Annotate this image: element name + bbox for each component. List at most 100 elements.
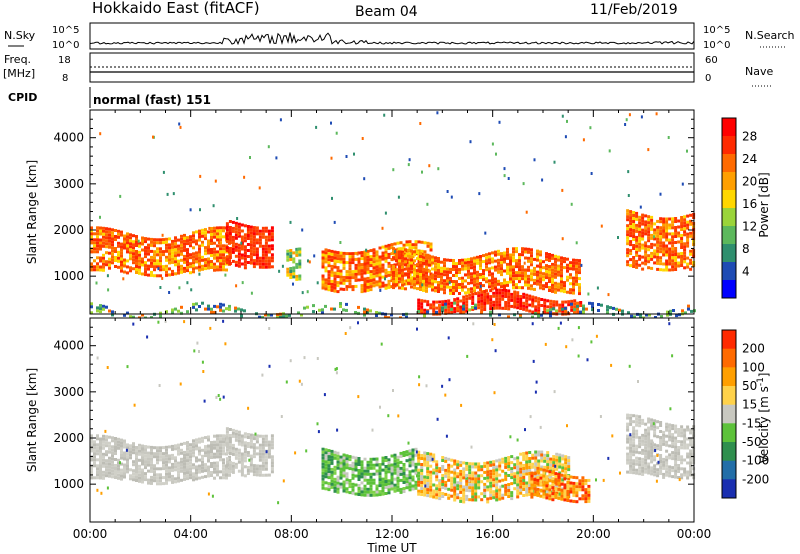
data-cell bbox=[96, 226, 99, 230]
data-cell bbox=[321, 450, 325, 454]
colorbar-segment bbox=[722, 280, 736, 299]
data-cell bbox=[680, 222, 684, 225]
data-cell bbox=[255, 253, 259, 257]
data-cell bbox=[665, 268, 669, 272]
data-cell bbox=[656, 249, 660, 253]
data-cell bbox=[464, 264, 467, 268]
data-cell bbox=[626, 416, 630, 420]
data-cell bbox=[252, 265, 256, 269]
data-cell bbox=[629, 210, 633, 214]
data-cell bbox=[222, 437, 225, 441]
data-cell bbox=[210, 260, 213, 263]
data-cell bbox=[207, 450, 210, 454]
data-cell bbox=[518, 268, 521, 272]
data-cell bbox=[105, 227, 108, 231]
data-cell bbox=[324, 257, 328, 261]
data-cell bbox=[381, 492, 385, 496]
data-cell bbox=[234, 453, 238, 457]
data-cell bbox=[219, 235, 222, 239]
noise-cell bbox=[582, 138, 585, 142]
data-cell bbox=[662, 253, 666, 257]
data-cell bbox=[525, 454, 529, 458]
data-cell bbox=[507, 483, 511, 486]
noise-cell bbox=[397, 414, 400, 418]
data-cell bbox=[261, 232, 265, 236]
data-cell bbox=[96, 268, 99, 272]
data-cell bbox=[195, 254, 198, 258]
data-cell bbox=[533, 266, 536, 270]
data-cell bbox=[132, 261, 135, 265]
data-cell bbox=[554, 475, 558, 479]
data-cell bbox=[207, 245, 210, 249]
data-cell bbox=[384, 474, 388, 477]
noise-cell bbox=[425, 384, 428, 388]
data-cell bbox=[615, 307, 618, 311]
data-cell bbox=[554, 260, 557, 264]
data-cell bbox=[587, 484, 591, 488]
data-cell bbox=[249, 252, 253, 256]
data-cell bbox=[99, 247, 102, 251]
data-cell bbox=[243, 245, 247, 249]
data-cell bbox=[683, 266, 687, 270]
data-cell bbox=[96, 241, 99, 245]
data-cell bbox=[195, 465, 198, 469]
data-cell bbox=[435, 472, 439, 476]
data-cell bbox=[321, 483, 325, 487]
data-cell bbox=[450, 479, 454, 483]
data-cell bbox=[240, 223, 244, 227]
data-cell bbox=[542, 468, 546, 472]
data-cell bbox=[413, 271, 416, 275]
data-cell bbox=[249, 231, 253, 235]
data-cell bbox=[489, 487, 493, 491]
data-cell bbox=[494, 280, 497, 284]
data-cell bbox=[686, 265, 690, 269]
data-cell bbox=[156, 455, 159, 459]
data-cell bbox=[327, 255, 331, 259]
data-cell bbox=[470, 278, 473, 282]
data-cell bbox=[408, 240, 412, 244]
data-cell bbox=[333, 259, 337, 263]
data-cell bbox=[171, 444, 174, 448]
noise-cell bbox=[516, 438, 519, 442]
data-cell bbox=[138, 479, 141, 483]
data-cell bbox=[216, 232, 219, 236]
data-cell bbox=[324, 463, 328, 467]
data-cell bbox=[450, 494, 454, 498]
data-cell bbox=[168, 457, 171, 461]
data-cell bbox=[578, 292, 581, 296]
data-cell bbox=[174, 260, 177, 264]
data-cell bbox=[644, 232, 648, 236]
data-cell bbox=[207, 456, 210, 460]
data-cell bbox=[189, 244, 192, 248]
data-cell bbox=[612, 306, 615, 310]
data-cell bbox=[551, 480, 555, 484]
noise-cell bbox=[392, 168, 395, 172]
data-cell bbox=[342, 483, 346, 487]
data-cell bbox=[645, 313, 648, 317]
data-cell bbox=[159, 446, 162, 450]
data-cell bbox=[180, 264, 183, 268]
data-cell bbox=[171, 447, 174, 451]
data-cell bbox=[414, 483, 418, 487]
data-cell bbox=[629, 446, 633, 450]
data-cell bbox=[665, 235, 669, 239]
data-cell bbox=[440, 287, 443, 291]
data-cell bbox=[452, 292, 455, 295]
data-cell bbox=[384, 483, 388, 486]
data-cell bbox=[189, 467, 192, 471]
data-cell bbox=[348, 261, 352, 265]
data-cell bbox=[165, 249, 168, 253]
data-cell bbox=[120, 456, 123, 460]
data-cell bbox=[429, 455, 433, 459]
data-cell bbox=[662, 463, 666, 467]
data-cell bbox=[567, 300, 571, 304]
data-cell bbox=[189, 470, 192, 474]
data-cell bbox=[348, 255, 352, 259]
data-cell bbox=[659, 241, 663, 245]
data-cell bbox=[369, 481, 373, 485]
data-cell bbox=[330, 455, 334, 459]
data-cell bbox=[201, 466, 204, 470]
data-cell bbox=[396, 473, 400, 477]
data-cell bbox=[392, 271, 395, 275]
data-cell bbox=[453, 471, 457, 475]
